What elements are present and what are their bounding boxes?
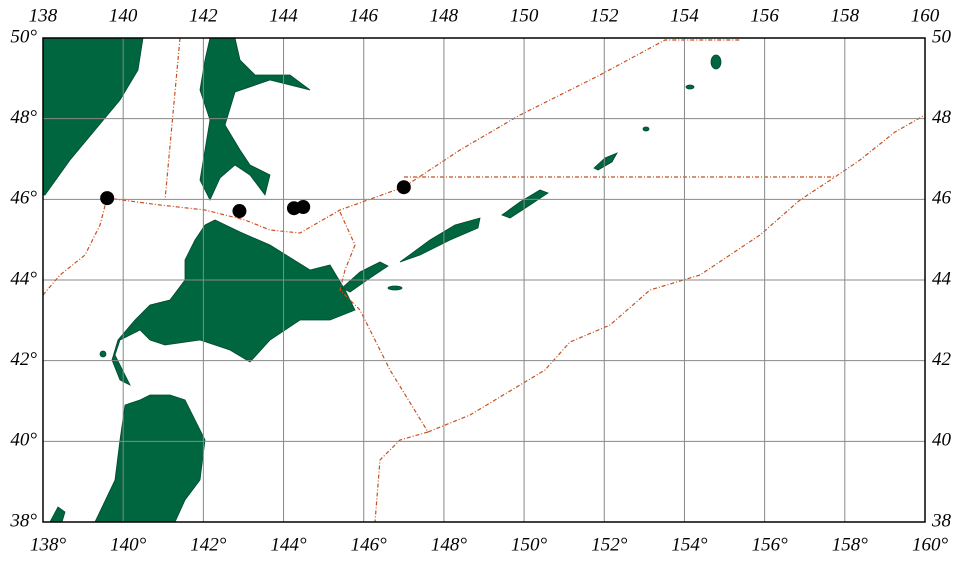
- y-tick-label: 44°: [10, 268, 37, 289]
- x-tick-label-top: 152: [590, 5, 619, 26]
- land-kuril: [387, 285, 403, 291]
- point: [100, 191, 115, 206]
- y-tick-label: 40°: [10, 430, 37, 451]
- land-kuril: [710, 54, 722, 70]
- boundary-line: [339, 176, 836, 433]
- x-tick-label: 158°: [832, 534, 869, 555]
- land-kuril: [501, 189, 549, 219]
- boundary-line: [404, 114, 926, 178]
- x-tick-label-top: 158: [831, 5, 860, 26]
- x-tick-label: 142°: [190, 534, 227, 555]
- x-tick-label: 140°: [110, 534, 147, 555]
- land-kuril: [399, 217, 481, 263]
- y-tick-label-right: 42: [932, 349, 952, 370]
- land-mainland: [42, 37, 144, 196]
- land-honshu: [94, 394, 206, 523]
- frame: [42, 37, 926, 523]
- y-tick-label-right: 50: [932, 26, 952, 47]
- y-tick-label-right: 38: [931, 510, 952, 531]
- x-tick-label-top: 154: [670, 5, 699, 26]
- x-tick-label: 150°: [511, 534, 548, 555]
- land-kuril: [685, 84, 695, 90]
- x-tick-label-top: 156: [750, 5, 779, 26]
- land-sakhalin: [199, 37, 311, 201]
- y-tick-label-right: 46: [932, 188, 952, 209]
- x-tick-label-top: 148: [430, 5, 459, 26]
- point: [396, 180, 411, 195]
- point: [296, 199, 311, 214]
- x-tick-label: 154°: [671, 534, 708, 555]
- x-tick-label: 138°: [30, 534, 67, 555]
- land: [42, 37, 722, 523]
- land-island: [49, 506, 66, 523]
- boundary-line: [374, 431, 429, 523]
- x-tick-label: 156°: [752, 534, 789, 555]
- land-island: [99, 350, 107, 358]
- x-tick-label: 146°: [351, 534, 388, 555]
- land-kuril: [642, 126, 650, 132]
- x-tick-label-top: 146: [349, 5, 378, 26]
- x-tick-label-top: 142: [189, 5, 218, 26]
- y-tick-label: 38°: [9, 510, 37, 531]
- x-tick-label-top: 144: [269, 5, 298, 26]
- y-tick-label-right: 48: [932, 107, 952, 128]
- y-tick-label: 46°: [10, 188, 37, 209]
- x-tick-label-top: 140: [109, 5, 138, 26]
- x-tick-label: 152°: [591, 534, 628, 555]
- x-tick-label: 148°: [431, 534, 468, 555]
- y-tick-label-right: 44: [932, 268, 952, 289]
- x-tick-label: 144°: [270, 534, 307, 555]
- land-kuril: [341, 261, 389, 293]
- x-tick-label-top: 150: [510, 5, 539, 26]
- land-hokkaido: [111, 219, 356, 386]
- y-tick-label: 50°: [10, 26, 37, 47]
- x-tick-label: 160°: [912, 534, 949, 555]
- boundary-line: [42, 39, 740, 296]
- y-tick-label: 48°: [10, 107, 37, 128]
- y-tick-label-right: 40: [932, 430, 952, 451]
- point: [232, 204, 247, 219]
- x-tick-label-top: 138: [29, 5, 58, 26]
- y-tick-label: 42°: [10, 349, 37, 370]
- x-tick-label-top: 160: [911, 5, 940, 26]
- land-kuril: [593, 152, 618, 171]
